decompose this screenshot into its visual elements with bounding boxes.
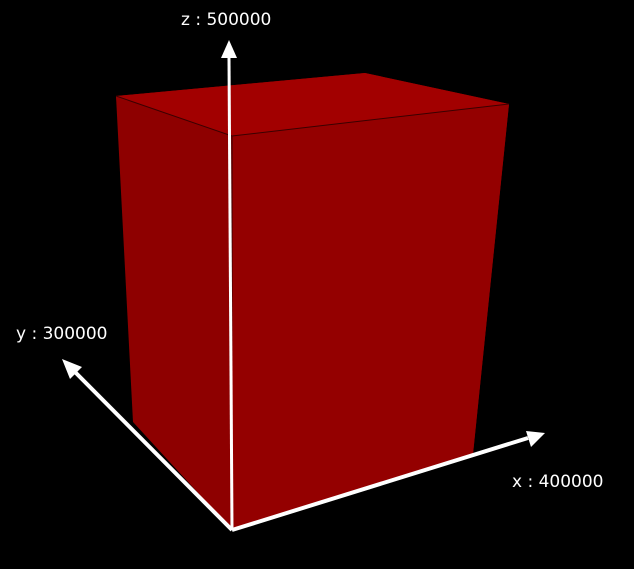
x-axis-label: x : 400000 xyxy=(512,472,604,492)
x-axis-arrowhead-icon xyxy=(526,431,545,447)
z-axis-label: z : 500000 xyxy=(181,10,271,30)
z-axis-arrowhead-icon xyxy=(221,40,237,58)
y-axis-label: y : 300000 xyxy=(16,324,108,344)
box-front-face xyxy=(232,104,509,530)
box-left-face xyxy=(116,96,232,530)
